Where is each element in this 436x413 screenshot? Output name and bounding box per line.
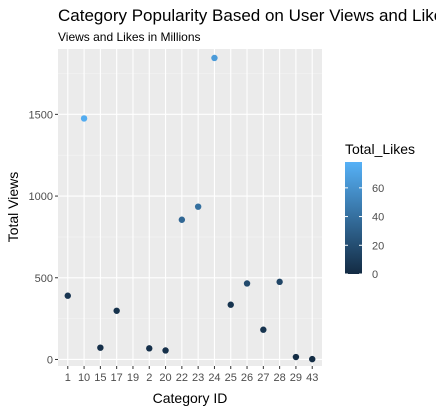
x-tick-label: 43	[306, 372, 318, 384]
plot-panel	[58, 49, 322, 366]
y-axis-title: Total Views	[5, 172, 21, 243]
x-tick-label: 24	[208, 372, 220, 384]
x-tick-label: 17	[111, 372, 123, 384]
data-point	[146, 345, 153, 352]
grid-minor	[58, 73, 322, 319]
data-points	[64, 54, 316, 363]
chart-subtitle: Views and Likes in Millions	[58, 30, 201, 44]
data-point	[80, 115, 88, 122]
data-point	[243, 280, 251, 287]
legend-title: Total_Likes	[345, 141, 415, 157]
legend-tick-label: 40	[372, 212, 384, 224]
x-tick-label: 1	[65, 372, 71, 384]
x-axis-ticks: 1 10 15 17 19 2 20 22 23 24 25 26 27 28 29 43	[65, 366, 318, 384]
grid-major	[58, 49, 322, 366]
legend: Total_Likes 0 20 40 60	[345, 141, 415, 281]
y-tick-label: 1500	[29, 109, 53, 121]
x-tick-label: 28	[274, 372, 286, 384]
x-tick-label: 23	[192, 372, 204, 384]
x-tick-label: 20	[159, 372, 171, 384]
x-tick-label: 15	[94, 372, 106, 384]
data-point	[276, 278, 283, 286]
x-axis-title: Category ID	[153, 390, 228, 406]
x-tick-label: 2	[146, 372, 152, 384]
data-point	[178, 216, 186, 223]
chart-title: Category Popularity Based on User Views …	[58, 6, 436, 25]
data-point	[162, 347, 169, 354]
data-point	[113, 307, 120, 314]
data-point	[64, 292, 71, 299]
data-point	[292, 353, 300, 361]
x-tick-label: 27	[257, 372, 269, 384]
legend-tick-label: 0	[372, 269, 378, 281]
x-tick-label: 10	[78, 372, 90, 384]
x-tick-label: 22	[176, 372, 188, 384]
data-point	[260, 326, 267, 333]
y-tick-label: 1000	[29, 191, 53, 203]
legend-colorbar	[345, 162, 362, 274]
data-point	[309, 355, 316, 363]
legend-ticks: 0 20 40 60	[345, 183, 384, 281]
x-tick-label: 29	[290, 372, 302, 384]
data-point	[194, 203, 202, 210]
data-point	[227, 301, 234, 308]
y-tick-label: 500	[35, 273, 53, 285]
x-tick-label: 19	[127, 372, 139, 384]
y-tick-label: 0	[47, 354, 53, 366]
x-tick-label: 25	[225, 372, 237, 384]
legend-tick-label: 20	[372, 240, 384, 252]
x-tick-label: 26	[241, 372, 253, 384]
legend-tick-label: 60	[372, 183, 384, 195]
y-axis-ticks: 0 500 1000 1500	[29, 109, 58, 366]
data-point	[211, 54, 218, 62]
data-point	[97, 344, 104, 351]
